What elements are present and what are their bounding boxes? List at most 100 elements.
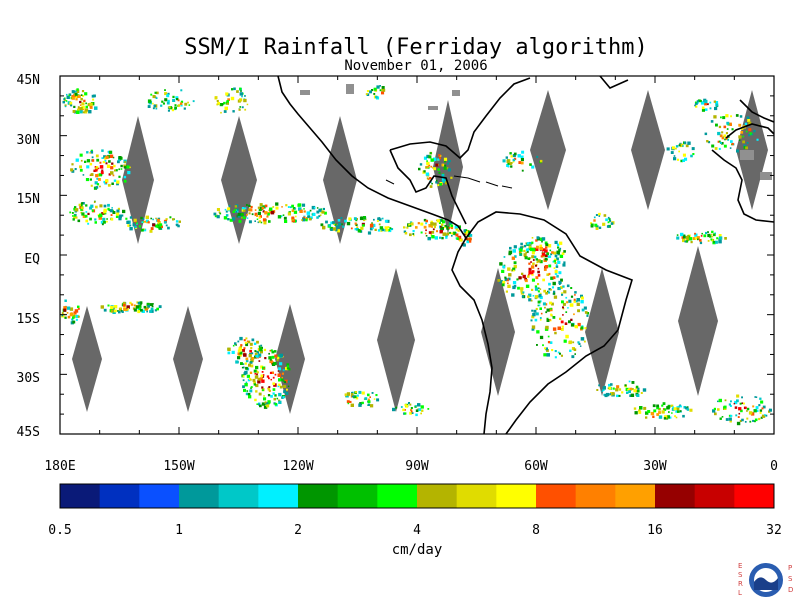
rain-cell	[510, 155, 513, 158]
rain-cell	[519, 246, 523, 250]
rain-cell	[342, 225, 345, 228]
rain-cell	[264, 401, 267, 404]
rain-cell	[149, 229, 153, 233]
rain-cell	[524, 256, 528, 260]
rain-cell	[321, 210, 325, 214]
rain-cell	[99, 185, 101, 188]
rain-cell	[115, 169, 118, 172]
rain-cell	[79, 205, 83, 209]
rain-cell	[535, 312, 539, 316]
rain-cell	[67, 315, 71, 319]
rain-cell	[715, 103, 719, 107]
rain-cell	[247, 393, 251, 396]
rain-cell	[501, 269, 505, 273]
rain-cell	[253, 369, 257, 373]
rain-cell	[267, 388, 271, 391]
rain-cell	[415, 409, 419, 412]
rain-cell	[353, 395, 357, 399]
rain-cell	[433, 226, 436, 229]
rain-cell	[266, 375, 270, 378]
rain-cell	[260, 344, 263, 347]
rain-cell	[558, 248, 561, 252]
rain-cell	[69, 307, 74, 311]
rain-cell	[444, 181, 449, 185]
rain-cell	[118, 168, 121, 171]
rain-cell	[408, 223, 411, 226]
rain-cell	[257, 377, 261, 381]
rain-cell	[316, 207, 319, 209]
rain-cell	[267, 212, 270, 216]
rain-cell	[650, 411, 655, 416]
rain-cell	[527, 274, 530, 276]
rain-cell	[672, 406, 674, 409]
rain-cell	[548, 288, 551, 291]
rain-cell	[430, 165, 433, 168]
rain-cell	[287, 385, 290, 388]
rain-cell	[82, 111, 85, 114]
rain-cell	[520, 158, 524, 162]
rain-cell	[535, 239, 538, 242]
rain-cell	[531, 315, 535, 319]
rain-cell	[425, 222, 427, 225]
rain-cell	[430, 158, 434, 162]
rain-cell	[291, 209, 295, 212]
rain-cell	[246, 213, 248, 216]
rain-cell	[535, 307, 538, 310]
rain-cell	[106, 164, 111, 168]
rain-cell	[696, 236, 700, 240]
rain-cell	[539, 317, 542, 319]
rain-cell	[611, 392, 615, 396]
rain-cell	[67, 101, 71, 105]
rain-cell	[532, 312, 536, 317]
swath-gap	[72, 306, 102, 412]
rain-cell	[684, 240, 687, 243]
rain-cell	[403, 230, 407, 233]
rain-cell	[336, 229, 340, 233]
rain-cell	[348, 217, 352, 221]
rain-cell	[556, 243, 560, 246]
rain-cell	[305, 217, 309, 220]
rain-cell	[274, 354, 278, 358]
rain-cell	[263, 367, 265, 370]
rain-cell	[542, 278, 545, 282]
rain-cell	[241, 366, 244, 369]
rain-cell	[346, 221, 351, 226]
rain-cell	[612, 387, 615, 390]
rain-cell	[723, 125, 727, 129]
rain-cell	[147, 99, 152, 103]
rain-cell	[377, 229, 381, 232]
rain-cell	[423, 225, 427, 229]
rain-cell	[562, 307, 565, 310]
rain-cell	[116, 182, 119, 186]
rain-cell	[96, 158, 100, 162]
rain-cell	[146, 219, 149, 223]
rain-cell	[232, 217, 236, 221]
rain-cell	[138, 225, 142, 228]
rain-cell	[71, 212, 74, 214]
rain-cell	[120, 168, 123, 170]
rain-cell	[561, 328, 564, 331]
lon-label-120w: 120W	[282, 459, 313, 474]
rain-cell	[518, 276, 522, 280]
rain-cell	[580, 296, 584, 300]
rain-cell	[275, 202, 279, 206]
rain-cell	[248, 204, 251, 208]
rain-cell	[593, 216, 596, 219]
rain-cell	[306, 211, 311, 215]
rain-cell	[571, 347, 575, 351]
rain-cell	[254, 209, 257, 211]
rain-cell	[562, 306, 564, 309]
rain-cell	[739, 402, 742, 405]
rain-cell	[79, 100, 82, 104]
rain-cell	[680, 143, 684, 148]
rain-cell	[521, 295, 525, 298]
rain-cell	[528, 298, 532, 302]
rain-cell	[532, 262, 535, 266]
rain-cell	[64, 316, 67, 319]
rain-cell	[158, 226, 162, 230]
rain-cell	[99, 165, 104, 169]
svg-text:P: P	[788, 564, 792, 572]
rain-cell	[692, 237, 696, 240]
rain-cell	[287, 380, 290, 383]
rain-cell	[697, 99, 701, 103]
